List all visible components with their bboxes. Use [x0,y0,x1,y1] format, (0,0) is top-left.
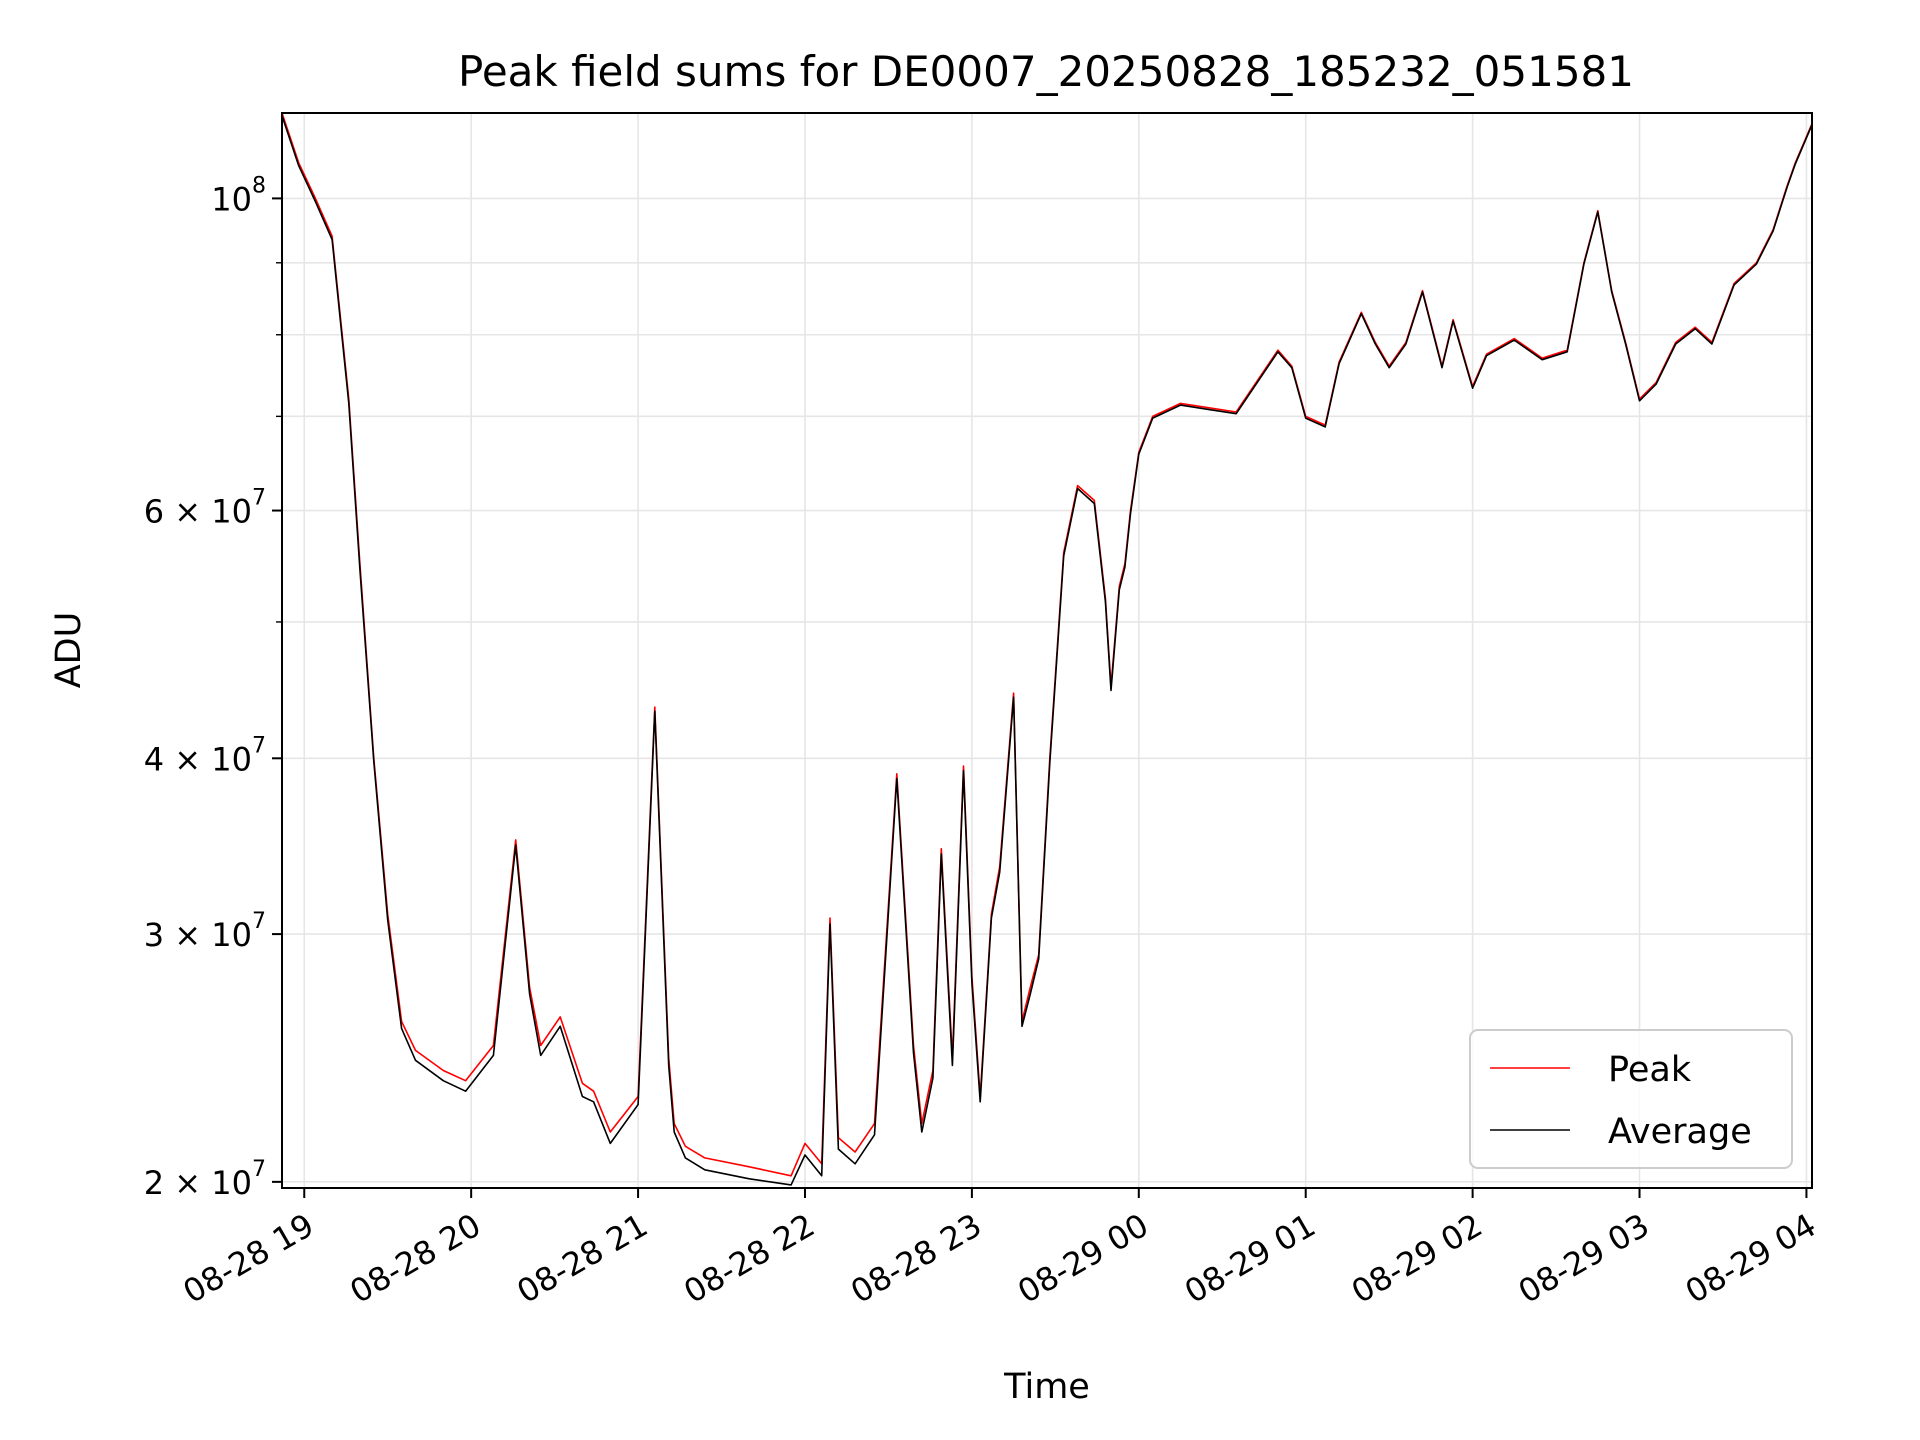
y-tick-label: 72 × 10 [144,1157,266,1202]
y-tick-exponent: 7 [252,486,266,511]
series-line-peak [281,112,1813,1177]
y-tick-exponent: 7 [252,733,266,758]
y-tick-mantissa: 6 × 10 [144,493,252,531]
y-tick-exponent: 8 [252,173,266,198]
y-axis-label: ADU [49,612,89,689]
grid-lines [282,113,1812,1188]
series-line-average [281,115,1813,1186]
y-tick-label: 810 [211,173,266,218]
plot-frame [281,112,1813,1189]
legend-label-peak: Peak [1608,1050,1692,1090]
chart-title: Peak field sums for DE0007_20250828_1852… [458,47,1634,96]
series-lines [281,112,1813,1186]
y-tick-mantissa: 4 × 10 [144,740,252,778]
y-tick-exponent: 7 [252,909,266,934]
legend-box [1469,1029,1793,1169]
plot-area [281,112,1813,1189]
y-tick-label: 73 × 10 [144,909,266,954]
y-tick-mantissa: 10 [211,180,252,218]
legend: Peak Average [1469,1029,1793,1169]
y-tick-mantissa: 3 × 10 [144,916,252,954]
legend-label-average: Average [1608,1112,1752,1152]
x-axis-label: Time [1003,1367,1090,1407]
plot-background [282,113,1812,1188]
y-tick-exponent: 7 [252,1157,266,1182]
y-tick-mantissa: 2 × 10 [144,1164,252,1202]
y-tick-label: 74 × 10 [144,733,266,778]
y-tick-label: 76 × 10 [144,486,266,531]
